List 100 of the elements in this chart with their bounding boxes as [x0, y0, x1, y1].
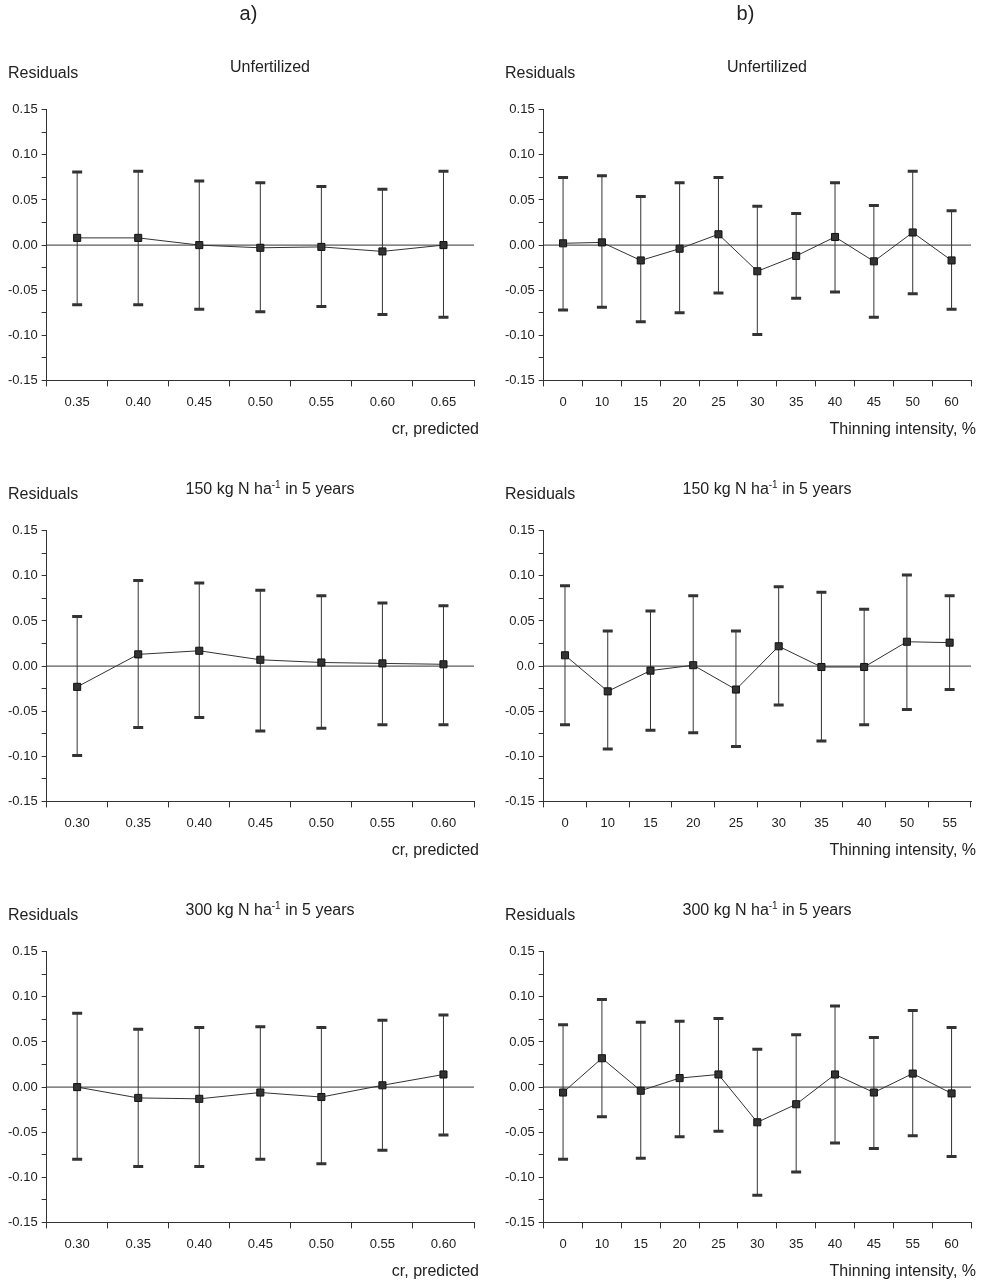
y-tick-label: 0.10: [12, 146, 38, 162]
chart-title: 300 kg N ha$^{-1}$ in 5 years: [682, 900, 852, 919]
y-tick-label: 0.15: [12, 101, 38, 117]
y-tick-label: -0.15: [504, 1213, 535, 1229]
y-tick-label: -0.15: [7, 371, 38, 387]
x-tick-label: 60: [944, 1235, 959, 1251]
x-tick-label: 40: [827, 1235, 843, 1251]
y-tick-label: -0.05: [7, 281, 38, 297]
y-axis-title: Residuals: [8, 906, 79, 924]
y-tick-label: -0.05: [7, 1123, 38, 1139]
y-tick-label: 0.05: [12, 612, 38, 628]
y-tick-label: -0.15: [7, 1213, 38, 1229]
y-tick-label: 0.00: [12, 236, 38, 252]
y-tick-label: -0.05: [7, 702, 38, 718]
x-tick-label: 20: [672, 393, 687, 409]
y-axis-title: Residuals: [505, 64, 576, 82]
y-tick-label: 0.15: [12, 522, 38, 538]
x-tick-label: 0.30: [64, 814, 90, 830]
x-tick-label: 0: [559, 393, 567, 409]
y-tick-label: -0.15: [504, 371, 535, 387]
x-tick-label: 0.55: [369, 814, 396, 830]
x-axis-title: Thinning intensity, %: [829, 1262, 976, 1280]
y-tick-label: -0.10: [504, 326, 535, 342]
x-tick-label: 10: [594, 1235, 610, 1251]
x-tick-label: 0.35: [125, 814, 151, 830]
x-tick-label: 20: [685, 814, 701, 830]
y-tick-label: -0.05: [504, 1123, 535, 1139]
x-tick-label: 0.50: [308, 1235, 335, 1251]
y-tick-label: 0.15: [509, 943, 535, 959]
y-tick-label: 0.15: [12, 943, 38, 959]
x-tick-label: 0.45: [186, 393, 212, 409]
x-axis-title: cr, predicted: [391, 420, 479, 438]
y-tick-label: 0.10: [509, 146, 535, 162]
chart-title: Unfertilized: [726, 58, 808, 75]
y-tick-label: 0.00: [12, 1078, 38, 1094]
y-tick-label: 0.05: [12, 191, 38, 207]
x-axis-title: cr, predicted: [391, 1262, 479, 1280]
x-tick-label: 0.45: [247, 1235, 273, 1251]
y-tick-label: 0.10: [12, 988, 38, 1004]
x-tick-label: 0.35: [64, 393, 90, 409]
y-tick-label: -0.10: [7, 326, 38, 342]
text: a): [238, 2, 259, 25]
y-tick-label: -0.05: [504, 281, 535, 297]
y-tick-label: 0.10: [509, 988, 535, 1004]
x-tick-label: 35: [814, 814, 829, 830]
x-tick-label: 25: [711, 1235, 726, 1251]
y-axis-title: Residuals: [505, 485, 576, 503]
x-tick-label: 35: [788, 1235, 804, 1251]
x-tick-label: 0.50: [308, 814, 335, 830]
x-tick-label: 0.60: [430, 1235, 457, 1251]
x-tick-label: 0.55: [369, 1235, 396, 1251]
chart-title: 300 kg N ha$^{-1}$ in 5 years: [185, 900, 355, 919]
x-axis-title: Thinning intensity, %: [829, 841, 976, 859]
y-tick-label: 0.10: [509, 567, 535, 583]
x-tick-label: 0.60: [430, 814, 457, 830]
x-tick-label: 25: [728, 814, 744, 830]
x-tick-label: 55: [942, 814, 957, 830]
y-tick-label: 0.15: [509, 101, 535, 117]
x-tick-label: 0.40: [186, 814, 212, 830]
x-tick-label: 0.30: [64, 1235, 90, 1251]
y-tick-label: -0.10: [504, 747, 535, 763]
x-tick-label: 0.60: [369, 393, 396, 409]
y-tick-label: -0.15: [7, 792, 38, 808]
x-tick-label: 15: [643, 814, 658, 830]
x-tick-label: 30: [750, 393, 765, 409]
chart-title: 150 kg N ha$^{-1}$ in 5 years: [682, 479, 852, 498]
x-tick-label: 10: [600, 814, 615, 830]
y-tick-label: 0.05: [509, 612, 535, 628]
y-tick-label: 0.05: [12, 1033, 38, 1049]
x-tick-label: 45: [866, 393, 882, 409]
y-tick-label: -0.10: [7, 747, 38, 763]
x-axis-title: Thinning intensity, %: [829, 420, 976, 438]
x-tick-label: 40: [827, 393, 843, 409]
x-tick-label: 0: [561, 814, 569, 830]
chart-title: 150 kg N ha$^{-1}$ in 5 years: [185, 479, 355, 498]
x-tick-label: 0.35: [125, 1235, 151, 1251]
y-tick-label: -0.05: [504, 702, 535, 718]
x-tick-label: 50: [905, 393, 920, 409]
x-tick-label: 20: [672, 1235, 687, 1251]
x-tick-label: 55: [905, 1235, 920, 1251]
x-tick-label: 0.55: [308, 393, 335, 409]
x-axis-title: cr, predicted: [391, 841, 479, 859]
x-tick-label: 60: [944, 393, 959, 409]
y-tick-label: 0.10: [12, 567, 38, 583]
y-tick-label: 0.05: [509, 1033, 535, 1049]
x-tick-label: 0.40: [186, 1235, 212, 1251]
x-tick-label: 25: [711, 393, 726, 409]
y-tick-label: -0.10: [7, 1168, 38, 1184]
x-tick-label: 40: [856, 814, 872, 830]
y-tick-label: 0.0: [516, 657, 535, 673]
x-tick-label: 45: [866, 1235, 882, 1251]
x-tick-label: 30: [771, 814, 786, 830]
x-tick-label: 0.45: [247, 814, 273, 830]
y-tick-label: 0.00: [12, 657, 38, 673]
x-tick-label: 35: [788, 393, 804, 409]
x-tick-label: 50: [899, 814, 915, 830]
y-tick-label: -0.10: [504, 1168, 535, 1184]
y-tick-label: 0.00: [509, 236, 535, 252]
x-tick-label: 0.50: [247, 393, 273, 409]
x-tick-label: 0.65: [430, 393, 457, 409]
